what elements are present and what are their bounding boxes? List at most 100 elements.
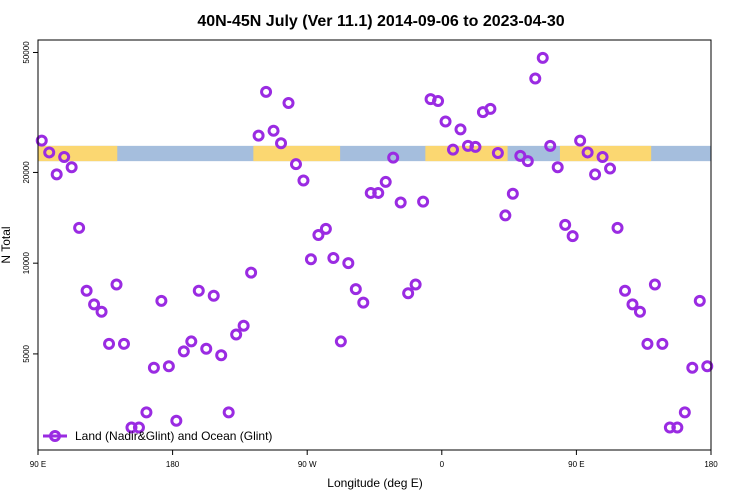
data-point <box>50 168 63 181</box>
data-point <box>132 421 145 434</box>
data-point <box>65 161 78 174</box>
data-point <box>678 406 691 419</box>
data-point <box>282 96 295 109</box>
data-point <box>469 140 482 153</box>
y-tick-label: 10000 <box>22 252 31 275</box>
data-point <box>379 175 392 188</box>
data-point <box>633 305 646 318</box>
data-point <box>260 85 273 98</box>
data-point <box>73 221 86 234</box>
data-point <box>604 162 617 175</box>
data-point <box>58 151 71 164</box>
data-point <box>349 283 362 296</box>
legend: Land (Nadir&Glint) and Ocean (Glint) <box>43 429 272 443</box>
data-point <box>140 406 153 419</box>
data-point <box>693 294 706 307</box>
x-tick-label: 180 <box>704 460 718 469</box>
y-axis-label: N Total <box>0 226 13 263</box>
data-point <box>304 253 317 266</box>
data-point <box>162 360 175 373</box>
x-tick-label: 90 E <box>30 460 46 469</box>
data-point <box>110 278 123 291</box>
data-point <box>491 147 504 160</box>
data-point <box>514 149 527 162</box>
data-point <box>454 123 467 136</box>
data-point <box>230 328 243 341</box>
data-point <box>35 134 48 147</box>
data-point <box>521 155 534 168</box>
x-tick-label: 180 <box>166 460 180 469</box>
data-point <box>147 361 160 374</box>
chart-title: 40N-45N July (Ver 11.1) 2014-09-06 to 20… <box>197 13 564 30</box>
data-point <box>364 186 377 199</box>
x-tick-label: 90 E <box>568 460 584 469</box>
legend-marker <box>49 430 61 442</box>
data-point <box>402 287 415 300</box>
data-point <box>447 143 460 156</box>
data-point <box>252 129 265 142</box>
band-land-segment <box>425 145 508 162</box>
band-ocean <box>38 145 711 162</box>
data-point <box>372 186 385 199</box>
data-point <box>432 95 445 108</box>
x-tick-label: 90 W <box>298 460 317 469</box>
data-point <box>103 337 116 350</box>
surface-band <box>38 145 711 162</box>
data-point <box>581 146 594 159</box>
data-point <box>409 278 422 291</box>
data-point <box>245 266 258 279</box>
data-point <box>387 151 400 164</box>
data-point <box>297 174 310 187</box>
data-point <box>656 337 669 350</box>
data-point <box>289 158 302 171</box>
data-point <box>536 51 549 64</box>
data-point <box>80 284 93 297</box>
data-point <box>648 278 661 291</box>
data-point <box>551 161 564 174</box>
x-axis-label: Longitude (deg E) <box>327 476 422 490</box>
x-tick-label: 0 <box>440 460 445 469</box>
data-point <box>499 209 512 222</box>
data-point <box>117 337 130 350</box>
data-point <box>619 284 632 297</box>
data-point <box>439 115 452 128</box>
data-point <box>334 335 347 348</box>
data-point <box>327 252 340 265</box>
data-point <box>275 137 288 150</box>
data-point <box>589 168 602 181</box>
data-point <box>626 298 639 311</box>
data-point <box>215 349 228 362</box>
data-point <box>192 284 205 297</box>
data-points <box>35 51 714 434</box>
data-point <box>155 294 168 307</box>
x-axis: 90 E 180 90 W 0 90 E 180 <box>30 450 718 469</box>
band-land-segment <box>38 145 118 162</box>
y-axis: 5000 10000 20000 50000 <box>22 41 38 363</box>
y-tick-label: 50000 <box>22 41 31 64</box>
data-point <box>185 335 198 348</box>
data-point <box>312 229 325 242</box>
plot-frame <box>37 39 712 451</box>
data-point <box>222 406 235 419</box>
data-point <box>506 187 519 200</box>
data-point <box>267 124 280 137</box>
data-point <box>207 289 220 302</box>
data-point <box>125 421 138 434</box>
y-tick-label: 20000 <box>22 161 31 184</box>
data-point <box>663 421 676 434</box>
data-point <box>596 151 609 164</box>
data-point <box>484 102 497 115</box>
data-point <box>671 421 684 434</box>
data-point <box>417 195 430 208</box>
data-point <box>342 257 355 270</box>
data-point <box>200 342 213 355</box>
data-point <box>574 134 587 147</box>
data-point <box>43 146 56 159</box>
data-point <box>641 337 654 350</box>
data-point <box>88 298 101 311</box>
data-point <box>177 345 190 358</box>
y-tick-label: 5000 <box>22 344 31 362</box>
data-point <box>319 222 332 235</box>
data-point <box>559 218 572 231</box>
data-point <box>566 230 579 243</box>
